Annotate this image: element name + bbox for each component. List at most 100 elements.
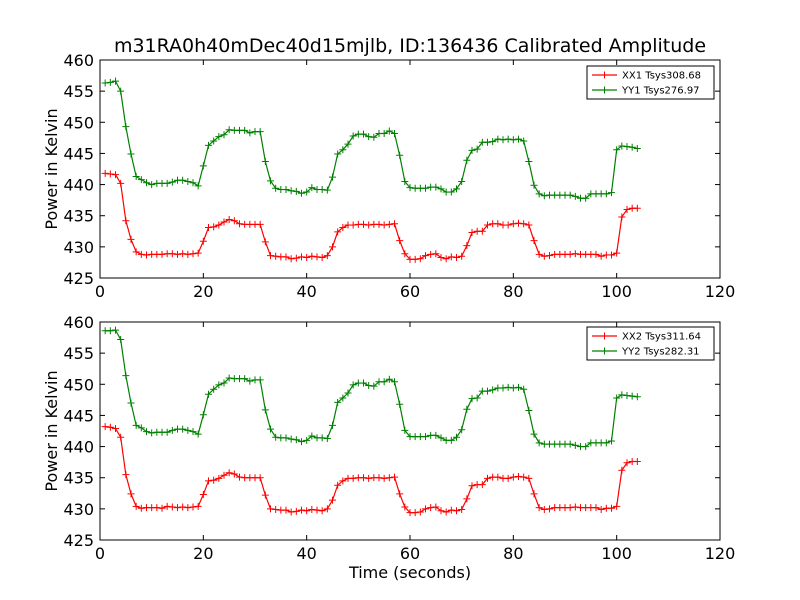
data-point: [261, 238, 269, 246]
data-point: [608, 251, 615, 259]
legend: XX2 Tsys311.64 YY2 Tsys282.31: [586, 326, 715, 361]
data-point: [349, 132, 357, 140]
data-point: [437, 253, 445, 261]
data-point: [504, 383, 512, 391]
data-point: [633, 458, 641, 466]
data-point: [163, 502, 171, 510]
data-point: [174, 504, 181, 512]
data-point: [168, 178, 176, 186]
x-tick-label: 60: [400, 282, 420, 301]
data-point: [499, 384, 507, 392]
data-point: [137, 424, 145, 432]
x-tick-label: 40: [296, 282, 316, 301]
data-point: [582, 194, 590, 202]
data-point: [515, 472, 522, 480]
data-point: [298, 438, 305, 446]
x-tick-label: 100: [601, 282, 632, 301]
data-point: [385, 375, 393, 383]
data-point: [365, 382, 373, 390]
data-point: [432, 431, 440, 439]
data-point: [494, 135, 502, 143]
data-point: [174, 250, 181, 258]
data-point: [396, 151, 404, 159]
data-point: [385, 220, 393, 228]
data-point: [303, 188, 311, 196]
data-point: [163, 428, 171, 436]
data-point: [184, 250, 192, 258]
data-point: [458, 505, 466, 513]
x-tick-label: 0: [95, 282, 105, 301]
data-point: [463, 156, 471, 164]
data-point: [458, 252, 466, 260]
data-point: [535, 504, 543, 512]
data-point: [282, 434, 290, 442]
data-point: [220, 471, 228, 479]
data-point: [437, 185, 445, 193]
data-point: [215, 221, 223, 229]
y-tick-label: 445: [63, 406, 94, 425]
data-point: [401, 426, 409, 434]
data-point: [484, 138, 491, 146]
data-point: [287, 508, 295, 516]
chart-title: m31RA0h40mDec40d15mjlb, ID:136436 Calibr…: [114, 35, 706, 57]
data-point: [349, 474, 357, 482]
data-point: [189, 179, 197, 187]
data-point: [520, 220, 528, 228]
data-point: [571, 503, 579, 511]
data-point: [520, 385, 528, 393]
data-point: [546, 505, 553, 513]
data-point: [106, 170, 114, 178]
data-point: [158, 250, 166, 258]
data-point: [411, 255, 419, 263]
data-point: [122, 471, 130, 479]
data-point: [267, 505, 274, 513]
data-point: [323, 505, 331, 513]
subplot-2: 0 20 40 60 80 100 120 425 430 435 440 445 450 455 460 P…: [42, 313, 735, 582]
legend-box: [586, 326, 715, 361]
data-point: [168, 426, 176, 434]
y-tick-label: 460: [63, 51, 94, 70]
data-point: [318, 507, 326, 515]
data-point: [308, 505, 316, 513]
data-point: [122, 372, 130, 380]
data-point: [515, 135, 522, 143]
data-point: [484, 474, 491, 482]
data-point: [117, 87, 125, 95]
data-point: [137, 176, 145, 184]
data-point: [360, 474, 367, 482]
data-point: [189, 428, 197, 436]
data-point: [597, 505, 605, 513]
data-point: [189, 250, 197, 258]
data-point: [566, 191, 574, 199]
data-point: [370, 133, 378, 141]
data-point: [205, 477, 212, 485]
data-point: [282, 253, 290, 261]
data-point: [566, 440, 574, 448]
data-point: [117, 433, 125, 441]
data-point: [618, 391, 626, 399]
data-point: [463, 495, 471, 503]
y-tick-label: 450: [63, 375, 94, 394]
data-point: [442, 255, 450, 263]
data-point: [349, 381, 357, 389]
data-point: [334, 398, 342, 406]
subplot-1: m31RA0h40mDec40d15mjlb, ID:136436 Calibr…: [42, 35, 735, 301]
series-line: [105, 172, 638, 260]
data-point: [401, 177, 409, 185]
data-point: [525, 158, 533, 166]
data-point: [530, 490, 538, 498]
y-tick-label: 430: [63, 238, 94, 257]
data-point: [339, 146, 347, 154]
data-point: [112, 77, 119, 85]
data-point: [525, 406, 533, 414]
data-point: [112, 171, 119, 179]
y-tick-label: 425: [63, 269, 94, 288]
data-point: [442, 508, 450, 516]
data-point: [520, 473, 528, 481]
data-point: [210, 137, 218, 145]
y-tick-label: 440: [63, 176, 94, 195]
data-point: [106, 423, 114, 431]
data-point: [453, 185, 460, 193]
data-point: [117, 335, 125, 343]
data-point: [375, 220, 383, 228]
